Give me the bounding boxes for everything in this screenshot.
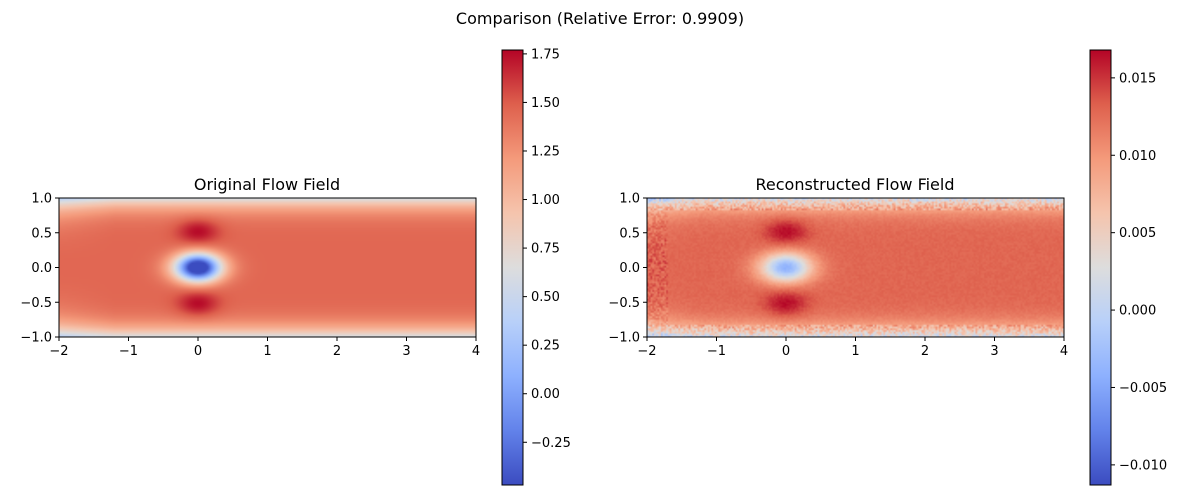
x-tick-label: 1 bbox=[851, 344, 859, 359]
colorbar-tick-label: 1.75 bbox=[531, 47, 560, 62]
colorbar-tick-label: −0.25 bbox=[531, 436, 571, 451]
y-tick-label: −0.5 bbox=[608, 296, 640, 311]
panel-reconstructed: Reconstructed Flow Field −2 −1 0 1 2 3 4 1.0 0.5… bbox=[608, 49, 1167, 486]
colorbar-tick-label: 0.005 bbox=[1119, 226, 1156, 241]
colorbar-tick-label: −0.010 bbox=[1119, 458, 1167, 473]
colorbar-ticks-reconstructed: 0.015 0.010 0.005 0.000 −0.005 −0.010 bbox=[1111, 71, 1167, 473]
heatmap-reconstructed bbox=[647, 198, 1064, 337]
axes-reconstructed: −2 −1 0 1 2 3 4 1.0 0.5 0.0 −0.5 −1.0 bbox=[608, 192, 1068, 360]
x-tick-label: −2 bbox=[637, 344, 656, 359]
colorbar-ticks-original: 1.75 1.50 1.25 1.00 0.75 0.50 0.25 0.00 −0.25 bbox=[523, 47, 571, 451]
x-tick-label: 0 bbox=[782, 344, 790, 359]
colorbar-frame-reconstructed bbox=[1089, 49, 1112, 486]
y-tick-label: −1.0 bbox=[608, 331, 640, 346]
colorbar-tick-label: 0.25 bbox=[531, 339, 560, 354]
colorbar-tick-label: 0.00 bbox=[531, 387, 560, 402]
x-tick-label: 4 bbox=[472, 344, 480, 359]
x-tick-label: 0 bbox=[194, 344, 202, 359]
colorbar-tick-label: 0.000 bbox=[1119, 304, 1156, 319]
x-tick-label: −1 bbox=[707, 344, 726, 359]
axes-original: −2 −1 0 1 2 3 4 1.0 0.5 0.0 −0.5 −1.0 bbox=[20, 192, 480, 360]
heatmap-original bbox=[59, 198, 476, 337]
colorbar-tick-label: 1.50 bbox=[531, 96, 560, 111]
x-tick-label: −2 bbox=[49, 344, 68, 359]
figure-suptitle: Comparison (Relative Error: 0.9909) bbox=[456, 9, 744, 28]
panel-title-reconstructed: Reconstructed Flow Field bbox=[756, 175, 955, 194]
x-tick-label: 3 bbox=[402, 344, 410, 359]
y-tick-label: 0.0 bbox=[31, 261, 52, 276]
colorbar-tick-label: 1.25 bbox=[531, 144, 560, 159]
colorbar-tick-label: 1.00 bbox=[531, 193, 560, 208]
y-tick-label: 0.5 bbox=[619, 226, 640, 241]
x-tick-label: 1 bbox=[263, 344, 271, 359]
colorbar-tick-label: 0.010 bbox=[1119, 149, 1156, 164]
y-tick-label: −0.5 bbox=[20, 296, 52, 311]
panel-title-original: Original Flow Field bbox=[194, 175, 340, 194]
y-tick-label: −1.0 bbox=[20, 331, 52, 346]
colorbar-original bbox=[502, 50, 523, 485]
x-tick-label: 2 bbox=[921, 344, 929, 359]
y-tick-label: 1.0 bbox=[31, 192, 52, 207]
panel-original: Original Flow Field −2 −1 0 1 2 3 4 1.0 0.5 0.0 −0… bbox=[20, 47, 571, 486]
colorbar-tick-label: 0.50 bbox=[531, 290, 560, 305]
colorbar-tick-label: 0.015 bbox=[1119, 71, 1156, 86]
x-tick-label: −1 bbox=[119, 344, 138, 359]
colorbar-tick-label: 0.75 bbox=[531, 242, 560, 257]
colorbar-reconstructed bbox=[1090, 50, 1111, 485]
colorbar-frame-original bbox=[501, 49, 524, 486]
y-tick-label: 0.0 bbox=[619, 261, 640, 276]
x-tick-label: 2 bbox=[333, 344, 341, 359]
y-tick-label: 1.0 bbox=[619, 192, 640, 207]
y-tick-label: 0.5 bbox=[31, 226, 52, 241]
colorbar-tick-label: −0.005 bbox=[1119, 381, 1167, 396]
x-tick-label: 4 bbox=[1060, 344, 1068, 359]
x-tick-label: 3 bbox=[990, 344, 998, 359]
